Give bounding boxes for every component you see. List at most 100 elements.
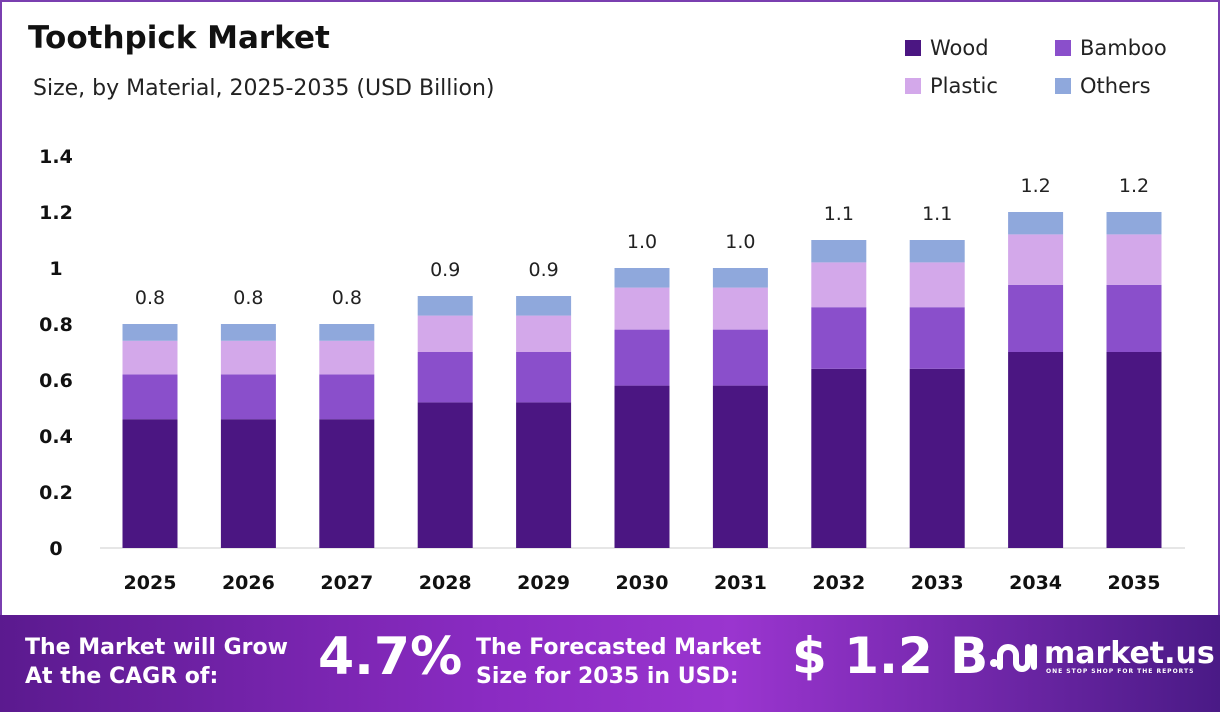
total-label: 0.9 bbox=[528, 259, 558, 281]
bar-segment-bamboo bbox=[614, 329, 670, 386]
bar-segment-plastic bbox=[220, 340, 276, 375]
total-label: 1.1 bbox=[922, 203, 952, 225]
bar-segment-bamboo bbox=[319, 374, 375, 420]
bar-segment-wood bbox=[614, 385, 670, 548]
total-label: 1.2 bbox=[1119, 175, 1149, 197]
bar-segment-wood bbox=[909, 368, 965, 548]
legend-label: Bamboo bbox=[1080, 36, 1167, 60]
legend-label: Plastic bbox=[930, 74, 998, 98]
total-label: 0.8 bbox=[233, 287, 263, 309]
legend-swatch-plastic bbox=[905, 78, 921, 94]
legend: Wood Bamboo Plastic Others bbox=[905, 36, 1195, 98]
legend-item-bamboo: Bamboo bbox=[1055, 36, 1195, 60]
logo-tagline: ONE STOP SHOP FOR THE REPORTS bbox=[1046, 667, 1195, 675]
bar-segment-others bbox=[1106, 212, 1162, 235]
bar-segment-wood bbox=[712, 385, 768, 548]
bar-segment-others bbox=[516, 296, 572, 316]
bar-segment-wood bbox=[811, 368, 867, 548]
bar-segment-plastic bbox=[811, 262, 867, 308]
bar-segment-plastic bbox=[122, 340, 178, 375]
y-tick-label: 0 bbox=[49, 538, 62, 560]
bar-segment-others bbox=[122, 324, 178, 341]
summary-banner: The Market will Grow At the CAGR of: 4.7%… bbox=[0, 615, 1220, 712]
bar-segment-bamboo bbox=[516, 352, 572, 403]
bar-segment-bamboo bbox=[1106, 284, 1162, 352]
market-us-logo: market.us ONE STOP SHOP FOR THE REPORTS bbox=[988, 637, 1215, 677]
bar-segment-others bbox=[712, 268, 768, 288]
bar-segment-others bbox=[614, 268, 670, 288]
x-tick-label: 2026 bbox=[222, 572, 275, 594]
x-tick-label: 2032 bbox=[812, 572, 865, 594]
legend-item-wood: Wood bbox=[905, 36, 1055, 60]
bar-segment-wood bbox=[122, 419, 178, 548]
bar-segment-others bbox=[319, 324, 375, 341]
bar-segment-bamboo bbox=[417, 352, 473, 403]
y-tick-label: 1.2 bbox=[39, 202, 73, 224]
bar-segment-wood bbox=[1106, 352, 1162, 548]
x-tick-label: 2031 bbox=[714, 572, 767, 594]
y-tick-label: 0.8 bbox=[39, 314, 73, 336]
x-tick-label: 2027 bbox=[320, 572, 373, 594]
cagr-value: 4.7% bbox=[318, 627, 463, 687]
legend-label: Others bbox=[1080, 74, 1151, 98]
bar-segment-plastic bbox=[1008, 234, 1064, 285]
x-tick-label: 2030 bbox=[616, 572, 669, 594]
cagr-label-line: The Market will Grow bbox=[25, 635, 288, 660]
bar-segment-bamboo bbox=[811, 307, 867, 369]
x-tick-label: 2033 bbox=[911, 572, 964, 594]
bar-segment-bamboo bbox=[220, 374, 276, 420]
bar-segment-bamboo bbox=[1008, 284, 1064, 352]
x-tick-label: 2034 bbox=[1009, 572, 1062, 594]
bar-segment-wood bbox=[417, 402, 473, 548]
total-label: 1.1 bbox=[824, 203, 854, 225]
bar-segment-others bbox=[220, 324, 276, 341]
bar-segment-bamboo bbox=[122, 374, 178, 420]
legend-swatch-others bbox=[1055, 78, 1071, 94]
bar-segment-plastic bbox=[614, 287, 670, 330]
bar-segment-bamboo bbox=[909, 307, 965, 369]
bar-segment-wood bbox=[516, 402, 572, 548]
logo-icon bbox=[990, 644, 1037, 672]
y-tick-label: 0.4 bbox=[39, 426, 73, 448]
x-tick-label: 2035 bbox=[1108, 572, 1161, 594]
bar-chart: 0 0.2 0.4 0.6 0.8 1 1.2 1.4 0.8 2025 0.8 2026 0.8 202… bbox=[39, 146, 1185, 594]
legend-item-others: Others bbox=[1055, 74, 1195, 98]
bar-segment-plastic bbox=[319, 340, 375, 375]
y-tick-label: 0.6 bbox=[39, 370, 73, 392]
bar-segment-wood bbox=[220, 419, 276, 548]
total-label: 0.9 bbox=[430, 259, 460, 281]
x-tick-label: 2028 bbox=[419, 572, 472, 594]
bar-segment-plastic bbox=[909, 262, 965, 308]
cagr-label: The Market will Grow At the CAGR of: bbox=[25, 633, 288, 691]
total-label: 0.8 bbox=[135, 287, 165, 309]
bar-segment-others bbox=[1008, 212, 1064, 235]
bar-segment-others bbox=[417, 296, 473, 316]
legend-label: Wood bbox=[930, 36, 989, 60]
total-label: 1.2 bbox=[1020, 175, 1050, 197]
bar-segment-plastic bbox=[417, 315, 473, 352]
legend-swatch-bamboo bbox=[1055, 40, 1071, 56]
forecast-value: $ 1.2 B bbox=[792, 627, 989, 685]
logo-text: market.us bbox=[1044, 635, 1215, 671]
x-tick-label: 2025 bbox=[124, 572, 177, 594]
total-label: 0.8 bbox=[332, 287, 362, 309]
bar-segment-others bbox=[909, 240, 965, 263]
y-tick-label: 0.2 bbox=[39, 482, 73, 504]
bar-segment-wood bbox=[1008, 352, 1064, 548]
cagr-label-line: At the CAGR of: bbox=[25, 664, 219, 689]
bar-segment-plastic bbox=[516, 315, 572, 352]
chart-title: Toothpick Market bbox=[28, 20, 330, 56]
x-tick-label: 2029 bbox=[517, 572, 570, 594]
bar-segment-wood bbox=[319, 419, 375, 548]
y-tick-label: 1.4 bbox=[39, 146, 73, 168]
bar-segment-bamboo bbox=[712, 329, 768, 386]
total-label: 1.0 bbox=[627, 231, 657, 253]
bar-segment-plastic bbox=[1106, 234, 1162, 285]
legend-item-plastic: Plastic bbox=[905, 74, 1055, 98]
forecast-label-line: Size for 2035 in USD: bbox=[476, 664, 739, 689]
total-label: 1.0 bbox=[725, 231, 755, 253]
forecast-label-line: The Forecasted Market bbox=[476, 635, 762, 660]
bar-segment-others bbox=[811, 240, 867, 263]
forecast-label: The Forecasted Market Size for 2035 in US… bbox=[476, 633, 761, 691]
